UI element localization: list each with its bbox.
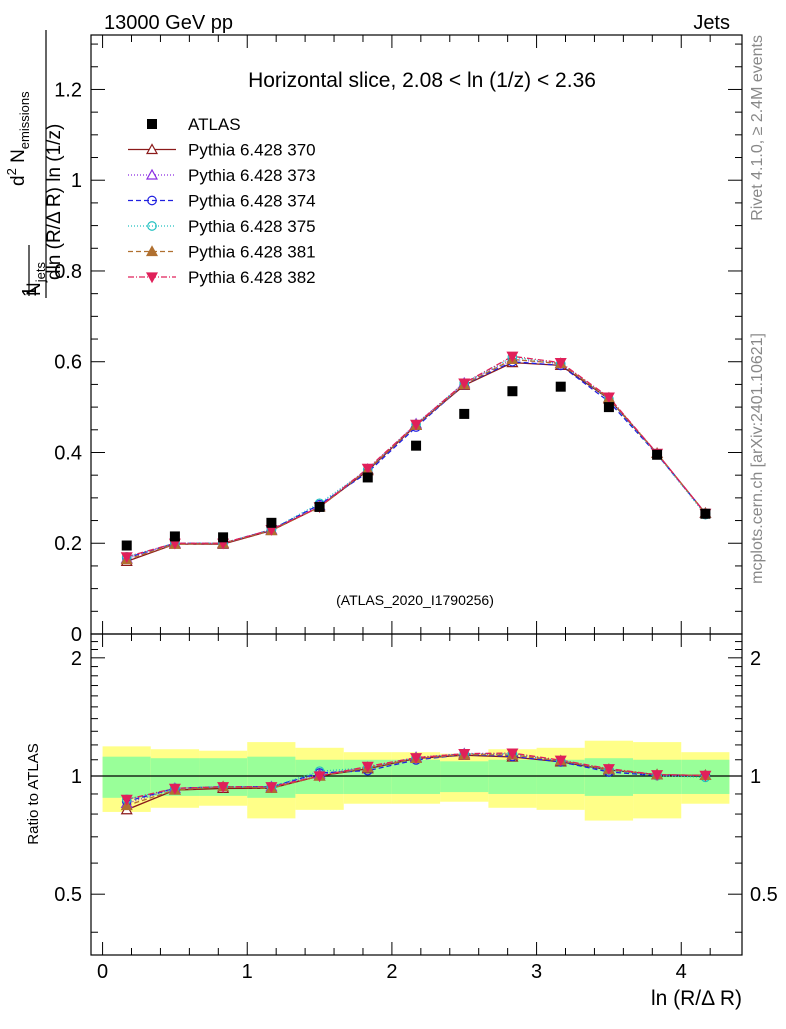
legend-label: Pythia 6.428 373 bbox=[188, 166, 316, 185]
header-energy-label: 13000 GeV pp bbox=[104, 12, 233, 34]
series-line bbox=[126, 355, 706, 558]
series-line bbox=[126, 358, 706, 560]
ratio-y-tick-label-right: 0.5 bbox=[750, 884, 778, 906]
ratio-series-marker bbox=[699, 770, 712, 782]
ratio-series-marker bbox=[410, 753, 423, 764]
ratio-band-inner bbox=[488, 759, 537, 794]
series-marker bbox=[506, 351, 519, 363]
ratio-series-marker bbox=[602, 764, 615, 775]
ratio-series-marker bbox=[120, 794, 133, 806]
y-label-d2: d bbox=[8, 175, 29, 186]
y-label-d2-sup: 2 bbox=[4, 168, 19, 175]
legend-marker bbox=[145, 272, 159, 284]
atlas-data-point bbox=[266, 517, 277, 528]
y-tick-label: 0 bbox=[71, 624, 82, 646]
legend-label: Pythia 6.428 375 bbox=[188, 217, 316, 236]
svg-text:1: 1 bbox=[19, 286, 41, 297]
atlas-data-point bbox=[700, 508, 711, 519]
ratio-y-tick-label-right: 1 bbox=[750, 766, 761, 788]
ratio-y-tick-label: 2 bbox=[71, 648, 82, 670]
x-axis-label: ln (R/Δ R) bbox=[651, 987, 742, 1010]
legend-marker-atlas bbox=[147, 119, 157, 129]
header-jets-label: Jets bbox=[693, 12, 730, 34]
y-tick-label: 0.8 bbox=[54, 261, 82, 283]
ratio-series-marker bbox=[168, 783, 181, 795]
atlas-data-point bbox=[314, 501, 325, 512]
ratio-y-axis-label: Ratio to ATLAS bbox=[25, 743, 42, 844]
ratio-band-inner bbox=[440, 761, 489, 793]
series-marker bbox=[410, 419, 423, 431]
legend-marker bbox=[145, 245, 159, 257]
ratio-y-tick-label: 0.5 bbox=[54, 884, 82, 906]
series-line bbox=[126, 361, 706, 563]
main-y-axis-label: 1 Njets d2 Nemissions dln (R/Δ R) ln (1/… bbox=[4, 30, 65, 298]
y-tick-label: 0.4 bbox=[54, 442, 82, 464]
legend-label-atlas: ATLAS bbox=[188, 115, 241, 134]
y-label-njets: N bbox=[24, 282, 45, 296]
rivet-version-label: Rivet 4.1.0, ≥ 2.4M events bbox=[749, 35, 766, 221]
x-tick-label: 3 bbox=[531, 961, 542, 983]
ratio-series-marker bbox=[458, 749, 471, 760]
series-line bbox=[126, 361, 706, 559]
analysis-watermark: (ATLAS_2020_I1790256) bbox=[336, 592, 494, 608]
legend-marker bbox=[147, 195, 157, 206]
ratio-band-inner bbox=[102, 756, 151, 798]
y-tick-label: 1.2 bbox=[54, 79, 82, 101]
legend-marker bbox=[145, 168, 159, 180]
series-marker bbox=[361, 463, 374, 475]
legend-label: Pythia 6.428 381 bbox=[188, 243, 316, 262]
y-label-nemissions: N bbox=[8, 149, 29, 168]
atlas-data-point bbox=[411, 440, 422, 451]
legend-label: Pythia 6.428 374 bbox=[188, 192, 316, 211]
ratio-series-marker bbox=[506, 748, 519, 760]
y-label-njets-sub: jets bbox=[33, 262, 48, 284]
legend-marker bbox=[145, 143, 159, 155]
atlas-data-point bbox=[507, 386, 518, 397]
series-marker bbox=[602, 392, 615, 404]
x-tick-label: 4 bbox=[676, 961, 687, 983]
mcplots-label: mcplots.cern.ch [arXiv:2401.10621] bbox=[749, 333, 766, 584]
y-label-nemissions-sub: emissions bbox=[17, 91, 32, 149]
ratio-series-marker bbox=[265, 782, 278, 794]
ratio-y-tick-label: 1 bbox=[71, 766, 82, 788]
x-tick-label: 2 bbox=[386, 961, 397, 983]
atlas-data-point bbox=[652, 449, 663, 460]
series-marker bbox=[120, 552, 133, 564]
chart-title: Horizontal slice, 2.08 < ln (1/z) < 2.36 bbox=[248, 69, 596, 92]
atlas-data-point bbox=[218, 532, 229, 543]
series-marker bbox=[554, 358, 567, 369]
y-tick-label: 0.6 bbox=[54, 352, 82, 374]
atlas-data-point bbox=[121, 540, 132, 551]
atlas-data-point bbox=[603, 402, 614, 413]
atlas-data-point bbox=[459, 408, 470, 419]
ratio-y-tick-label-right: 2 bbox=[750, 648, 761, 670]
ratio-series-marker bbox=[313, 771, 326, 783]
y-label-numerator-one: 1 bbox=[19, 286, 41, 297]
ratio-series-marker bbox=[361, 761, 374, 773]
ratio-series-marker bbox=[651, 770, 664, 781]
atlas-data-point bbox=[555, 381, 566, 392]
ratio-panel: 0 1 2 3 4 0.5 0.5 1 1 2 2 bbox=[54, 633, 778, 983]
x-tick-label: 1 bbox=[242, 961, 253, 983]
y-label-denominator: dln (R/Δ R) ln (1/z) bbox=[44, 124, 65, 280]
ratio-series-marker bbox=[554, 755, 567, 767]
atlas-data-point bbox=[362, 472, 373, 483]
legend-label: Pythia 6.428 370 bbox=[188, 141, 316, 160]
x-tick-label: 0 bbox=[97, 961, 108, 983]
ratio-band-inner bbox=[391, 759, 441, 794]
legend-label: Pythia 6.428 382 bbox=[188, 268, 316, 287]
legend-marker bbox=[147, 221, 157, 231]
series-marker bbox=[458, 378, 471, 390]
y-tick-label: 0.2 bbox=[54, 533, 82, 555]
atlas-data-point bbox=[169, 531, 180, 542]
series-line bbox=[126, 356, 706, 558]
y-tick-label: 1 bbox=[71, 170, 82, 192]
svg-text:d2 Nemissions: d2 Nemissions bbox=[4, 91, 32, 186]
series-line bbox=[126, 358, 706, 561]
ratio-frame bbox=[90, 633, 743, 956]
ratio-series-marker bbox=[217, 782, 230, 793]
main-panel: 0 0.2 0.4 0.6 0.8 1 1.2 Horizontal slice, 2.08 … bbox=[54, 34, 743, 646]
